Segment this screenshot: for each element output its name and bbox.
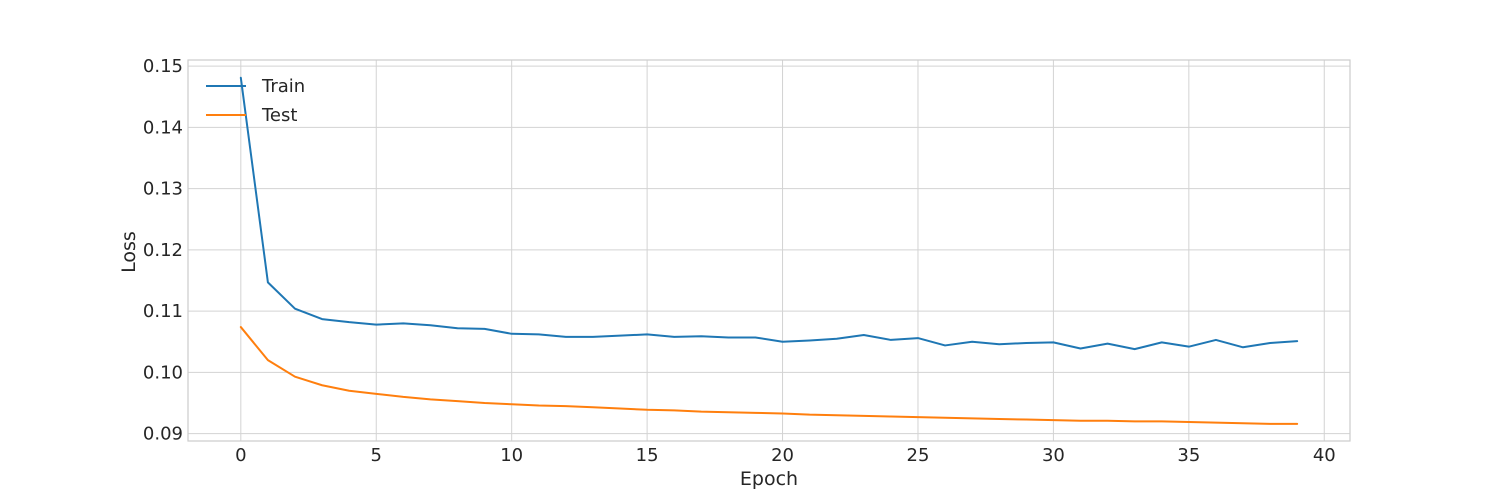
y-tick-label: 0.14 [143,117,183,138]
x-tick-label: 5 [371,445,382,466]
y-tick-label: 0.09 [143,424,183,445]
series-line-train [239,76,1299,351]
y-tick-label: 0.12 [143,240,183,261]
legend-train-label: Train [261,76,305,97]
y-tick-label: 0.13 [143,179,183,200]
y-tick-label: 0.15 [143,56,183,77]
legend-test-label: Test [261,105,297,126]
y-tick-label: 0.11 [143,301,183,322]
plot-frame [187,59,1351,442]
y-axis-label: Loss [118,231,140,273]
series-line-test [239,326,1299,425]
x-axis-label: Epoch [740,468,798,490]
x-tick-label: 25 [907,445,930,466]
series-lines [239,76,1299,425]
x-tick-label: 10 [500,445,523,466]
y-tick-label: 0.10 [143,362,183,383]
x-tick-label: 35 [1177,445,1200,466]
legend: Train Test [206,76,305,126]
x-tick-label: 40 [1313,445,1336,466]
x-tick-label: 15 [636,445,659,466]
grid-lines [188,60,1350,441]
x-tick-label: 30 [1042,445,1065,466]
tick-labels: 0 5 10 15 20 25 30 35 40 0.09 0.10 0.11 0.12 0.13 0.14… [143,56,1336,466]
x-tick-label: 0 [235,445,246,466]
x-tick-label: 20 [771,445,794,466]
